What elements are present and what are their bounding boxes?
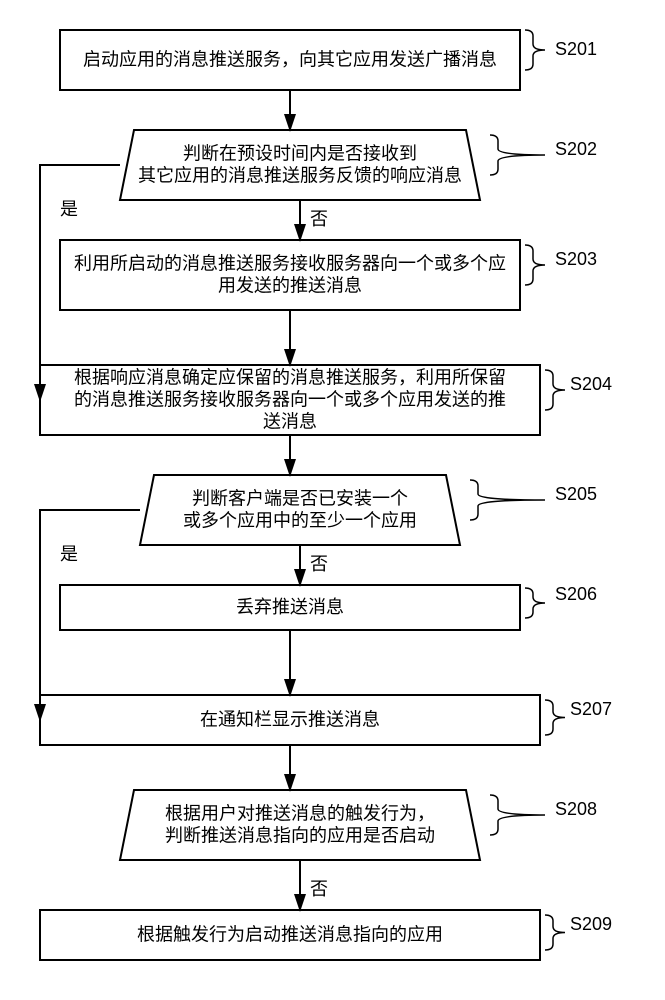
flowchart: 启动应用的消息推送服务，向其它应用发送广播消息 S201 判断在预设时间内是否接收到… — [0, 0, 665, 1000]
s201-text: 启动应用的消息推送服务，向其它应用发送广播消息 — [83, 50, 497, 70]
s206-text: 丢弃推送消息 — [236, 597, 344, 617]
bracket — [490, 795, 545, 835]
s207-tag: S207 — [570, 699, 612, 719]
bracket — [525, 30, 545, 70]
s209-text: 根据触发行为启动推送消息指向的应用 — [137, 925, 443, 945]
s205-text: 或多个应用中的至少一个应用 — [183, 511, 417, 531]
s204-tag: S204 — [570, 374, 612, 394]
edge — [40, 510, 140, 720]
bracket — [545, 700, 565, 735]
s203-text: 利用所启动的消息推送服务接收服务器向一个或多个应 — [74, 254, 506, 274]
s202-text: 其它应用的消息推送服务反馈的响应消息 — [138, 166, 462, 186]
s208-text: 根据用户对推送消息的触发行为， — [165, 804, 435, 824]
s204-text: 的消息推送服务接收服务器向一个或多个应用发送的推 — [74, 390, 506, 410]
edge-label: 否 — [310, 879, 328, 899]
edge-label: 否 — [310, 209, 328, 229]
edge-label: 否 — [310, 554, 328, 574]
edge-label: 是 — [60, 199, 78, 219]
s202-tag: S202 — [555, 139, 597, 159]
edge — [40, 510, 140, 695]
s201-tag: S201 — [555, 39, 597, 59]
edge-label: 是 — [60, 544, 78, 564]
s203-text: 用发送的推送消息 — [218, 276, 362, 296]
bracket — [470, 480, 545, 520]
bracket — [525, 588, 545, 618]
s209-tag: S209 — [570, 914, 612, 934]
s207-text: 在通知栏显示推送消息 — [200, 710, 380, 730]
s208-text: 判断推送消息指向的应用是否启动 — [165, 826, 435, 846]
s202-text: 判断在预设时间内是否接收到 — [183, 144, 417, 164]
s203-tag: S203 — [555, 249, 597, 269]
bracket — [545, 915, 565, 950]
s205-tag: S205 — [555, 484, 597, 504]
bracket — [545, 370, 565, 410]
bracket — [490, 135, 545, 175]
s204-text: 根据响应消息确定应保留的消息推送服务，利用所保留 — [74, 368, 506, 388]
s204-text: 送消息 — [263, 412, 317, 432]
s206-tag: S206 — [555, 584, 597, 604]
s208-tag: S208 — [555, 799, 597, 819]
s205-text: 判断客户端是否已安装一个 — [192, 489, 408, 509]
bracket — [525, 245, 545, 285]
